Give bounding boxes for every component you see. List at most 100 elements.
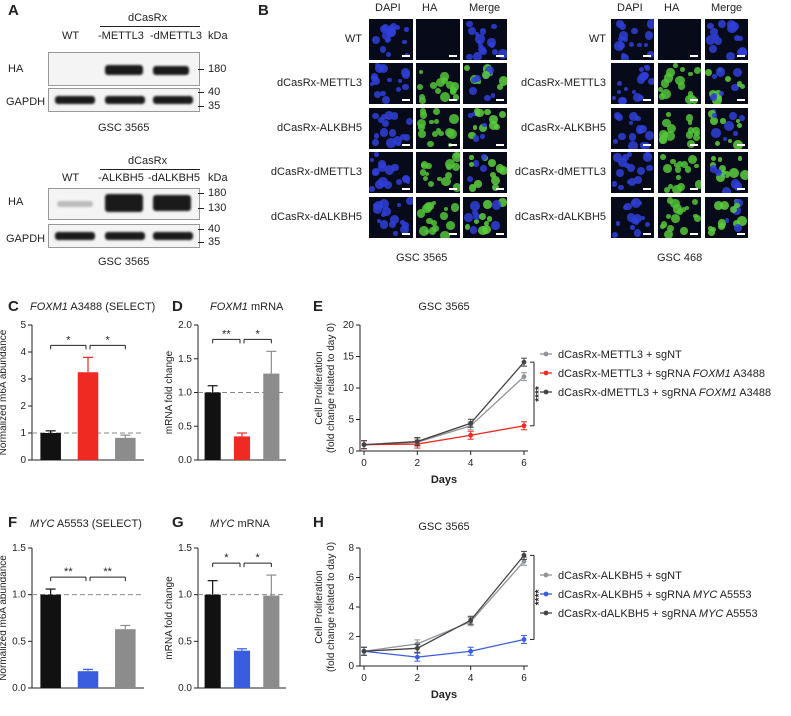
blot1-marker-40: 40 <box>208 86 221 98</box>
blot2-marker-40: 40 <box>208 223 221 235</box>
y-tick-label-e: 15 <box>343 352 355 363</box>
micrograph-gsc468-dcasrx-alkbh5-merge <box>705 108 748 149</box>
micrograph-gsc3565-dcasrx-dalkbh5-ha <box>416 197 460 238</box>
legend-label-h-2: dCasRx-dALKBH5 + sgRNA MYC A5553 <box>558 608 758 620</box>
micrograph-gsc3565-dcasrx-dmettl3-dapi <box>369 152 413 193</box>
scale-bar <box>402 99 410 101</box>
y-tick-label-d: 2.0 <box>178 320 192 331</box>
series-point-h-2 <box>414 645 420 651</box>
panel-label-b: B <box>258 2 269 19</box>
y-axis-label-d: mRNA fold change <box>164 350 175 434</box>
column-header-ha-gsc3565: HA <box>422 2 438 14</box>
y-tick-label-c: 3 <box>20 374 26 385</box>
blot2-gapdh-membrane <box>48 224 200 248</box>
series-point-e-2 <box>414 439 420 444</box>
blot2-group-line <box>100 169 200 170</box>
blot2-ha-band-alkbh5 <box>105 194 143 212</box>
y-tick-label-c: 1 <box>20 428 26 439</box>
series-point-h-2 <box>468 617 474 623</box>
blot1-gapdh-band-wt <box>55 96 95 104</box>
blot2-marker-tick-35 <box>198 242 204 243</box>
scale-bar <box>402 233 410 235</box>
x-tick-label-e: 4 <box>468 458 474 469</box>
scale-bar <box>449 188 457 190</box>
blot2-kda-label: kDa <box>208 172 228 184</box>
micrograph-gsc3565-dcasrx-mettl3-dapi <box>369 63 413 104</box>
series-point-e-1 <box>521 423 527 429</box>
row-label-dcasrx-dmettl3-gsc3565: dCasRx-dMETTL3 <box>270 166 362 178</box>
blot2-ha-band-wt <box>57 201 93 207</box>
row-label-dcasrx-alkbh5-gsc468: dCasRx-ALKBH5 <box>521 122 606 134</box>
y-tick-label-e: 5 <box>348 415 354 426</box>
y-tick-label-c: 4 <box>20 347 26 358</box>
scale-bar <box>643 99 651 101</box>
blot2-marker-tick-180 <box>198 193 204 194</box>
micrograph-gsc3565-dcasrx-alkbh5-merge <box>463 108 507 149</box>
scale-bar <box>643 233 651 235</box>
y-tick-label-g: 1.0 <box>178 590 192 601</box>
bar-d-2 <box>263 373 280 460</box>
y-tick-label-h: 2 <box>348 632 354 643</box>
blot1-ha-band-mettl3 <box>105 65 143 75</box>
blot2-marker-180: 180 <box>208 187 227 199</box>
blot1-ha-membrane <box>48 52 200 86</box>
significance-label-d: * <box>256 328 261 340</box>
y-tick-label-c: 0 <box>20 455 26 466</box>
significance-label-e: **** <box>534 386 545 402</box>
y-tick-label-f: 1.5 <box>12 543 26 554</box>
scale-bar <box>737 144 745 146</box>
scale-bar <box>496 55 504 57</box>
series-point-h-1 <box>468 648 474 654</box>
scale-bar <box>690 233 698 235</box>
blot2-marker-35: 35 <box>208 236 221 248</box>
blot2-gapdh-band-alkbh5 <box>105 232 145 240</box>
x-tick-label-e: 2 <box>415 458 421 469</box>
panel-label-c: C <box>8 298 19 315</box>
y-axis-label-f: Normalized m6A abundance <box>0 555 9 681</box>
legend-marker-e-2 <box>543 389 549 395</box>
y-tick-label-g: 0.5 <box>178 636 192 647</box>
scale-bar <box>690 55 698 57</box>
series-point-h-0 <box>521 558 527 564</box>
micrograph-gsc3565-dcasrx-dmettl3-ha <box>416 152 460 193</box>
micrograph-gsc468-dcasrx-alkbh5-dapi <box>611 108 654 149</box>
micrograph-gsc468-dcasrx-dmettl3-merge <box>705 152 748 193</box>
x-tick-label-e: 0 <box>361 458 367 469</box>
y-tick-label-f: 0.0 <box>12 683 26 694</box>
chart-title-f: MYC A5553 (SELECT) <box>30 518 142 530</box>
blot1-marker-tick-40 <box>198 92 204 93</box>
y-axis-label2-h: (fold change related to day 0) <box>326 542 337 672</box>
bar-c-0 <box>40 433 61 460</box>
micrograph-gsc3565-dcasrx-mettl3-merge <box>463 63 507 104</box>
column-header-dapi-gsc468: DAPI <box>617 2 643 14</box>
y-tick-label-e: 20 <box>343 320 355 331</box>
legend-label-h-0: dCasRx-ALKBH5 + sgNT <box>558 570 682 582</box>
blot1-gapdh-membrane <box>48 88 200 112</box>
micrograph-gsc468-dcasrx-alkbh5-ha <box>658 108 701 149</box>
blot2-marker-130: 130 <box>208 202 227 214</box>
chart-title-e: GSC 3565 <box>418 301 469 313</box>
row-label-dcasrx-mettl3-gsc468: dCasRx-METTL3 <box>521 77 606 89</box>
row-label-wt-gsc3565: WT <box>344 33 362 45</box>
significance-label-g: * <box>224 552 229 564</box>
panel-label-f: F <box>8 514 18 531</box>
scale-bar <box>737 99 745 101</box>
y-axis-label-h: Cell Proliferation <box>314 570 325 643</box>
panel-label-g: G <box>172 514 184 531</box>
blot2-marker-tick-40 <box>198 229 204 230</box>
y-tick-label-h: 0 <box>348 661 354 672</box>
blot1-gapdh-band-mettl3 <box>105 96 145 104</box>
micrograph-gsc468-dcasrx-mettl3-ha <box>658 63 701 104</box>
y-tick-label-f: 1.0 <box>12 590 26 601</box>
chart-title-d: FOXM1 mRNA <box>210 301 284 313</box>
series-point-e-2 <box>468 420 474 426</box>
blot2-lane-wt: WT <box>62 172 80 184</box>
panel-label-a: A <box>8 2 19 19</box>
series-point-e-2 <box>521 359 527 365</box>
significance-label-c: * <box>106 334 111 346</box>
y-tick-label-g: 1.5 <box>178 543 192 554</box>
y-axis-label-c: Normalized m6A abundance <box>0 329 9 455</box>
blot1-lane-dmettl3: -dMETTL3 <box>150 30 202 42</box>
x-tick-label-h: 4 <box>468 673 474 684</box>
